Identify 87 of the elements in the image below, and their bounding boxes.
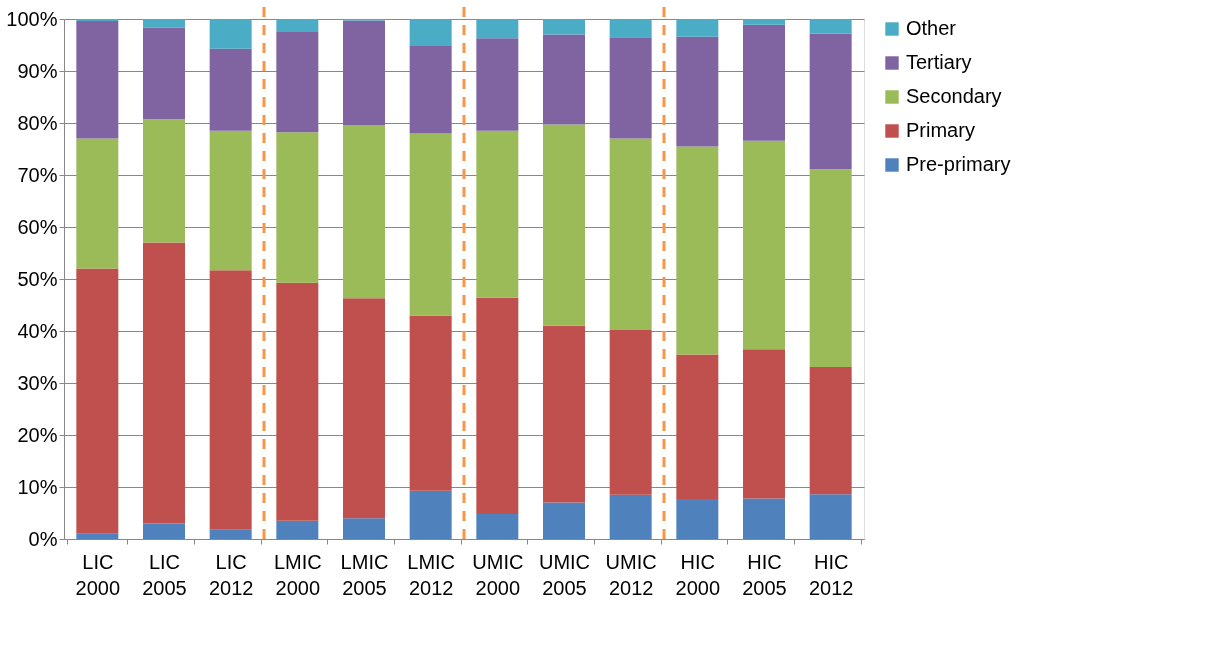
bar [343,125,385,299]
bar [76,533,119,539]
bar [809,494,852,539]
bar [543,124,585,326]
bar [809,33,852,170]
bar [543,34,585,125]
y-tick-label: 50% [17,267,58,290]
bar [476,297,519,515]
bar [143,523,185,539]
x-tick-label: UMIC 2000 [472,550,524,599]
y-tick-label: 70% [17,163,58,186]
bar [543,502,585,539]
bar [343,518,385,539]
y-tick-label: 30% [17,371,58,394]
x-tick-label: HIC 2012 [808,550,854,599]
bar [676,36,719,147]
bar [276,32,319,133]
y-tick-label: 90% [17,59,58,82]
x-tick-label: LMIC 2000 [273,550,322,599]
y-tick-label: 20% [17,423,58,446]
y-tick-label: 10% [17,475,58,498]
y-tick-label: 100% [6,7,58,30]
legend-label: Tertiary [906,51,972,73]
bar [743,498,785,539]
y-tick-label: 0% [28,527,58,550]
y-tick-label: 40% [17,319,58,342]
bar [476,514,519,539]
bar [609,494,652,539]
bar [743,140,785,350]
bar [809,169,852,367]
bar [143,19,185,28]
legend-label: Secondary [906,85,1002,107]
bar [743,349,785,499]
x-tick-label: UMIC 2005 [538,550,591,599]
bar [809,366,852,495]
x-tick-label: LIC 2000 [75,550,121,599]
x-tick-label: HIC 2005 [742,550,787,599]
bar [676,146,719,355]
bar [676,498,719,539]
bar [476,38,519,131]
bar [676,354,719,499]
bar [409,490,452,539]
bar [409,315,452,491]
x-tick-label: HIC 2000 [675,550,721,599]
bar [143,27,185,120]
x-tick-label: LIC 2012 [208,550,254,599]
bar [609,19,652,38]
x-tick-label: UMIC 2012 [605,550,657,599]
bar [476,19,519,39]
bar [609,329,652,495]
bar [409,133,452,316]
bar [209,48,252,131]
bar [209,529,252,539]
bar [143,119,185,243]
legend-label: Primary [906,119,975,141]
legend-label: Pre-primary [906,153,1011,175]
bar [409,46,452,134]
bar [343,20,385,126]
x-tick-label: LMIC 2005 [340,550,389,599]
bar [609,37,652,139]
bar [609,138,652,330]
bar [676,19,719,37]
bar [809,19,852,34]
bar [543,19,585,35]
bar [209,270,252,530]
bar [276,282,319,521]
bar [76,19,119,22]
bar [343,298,385,519]
x-tick-label: LIC 2005 [142,550,187,599]
bar [209,130,252,271]
bar [276,520,319,539]
bar [76,268,119,534]
bar [76,21,119,139]
bar [209,19,252,49]
bar [743,24,785,141]
bar [143,242,185,524]
bar [276,19,319,32]
bar [543,325,585,503]
bar [409,19,452,47]
y-tick-label: 80% [17,111,58,134]
x-tick-label: LMIC 2012 [407,550,456,599]
legend-label: Other [906,17,957,39]
bar [76,138,119,269]
bar [743,19,785,25]
y-tick-label: 60% [17,215,58,238]
bar [276,132,319,283]
bar [476,130,519,298]
